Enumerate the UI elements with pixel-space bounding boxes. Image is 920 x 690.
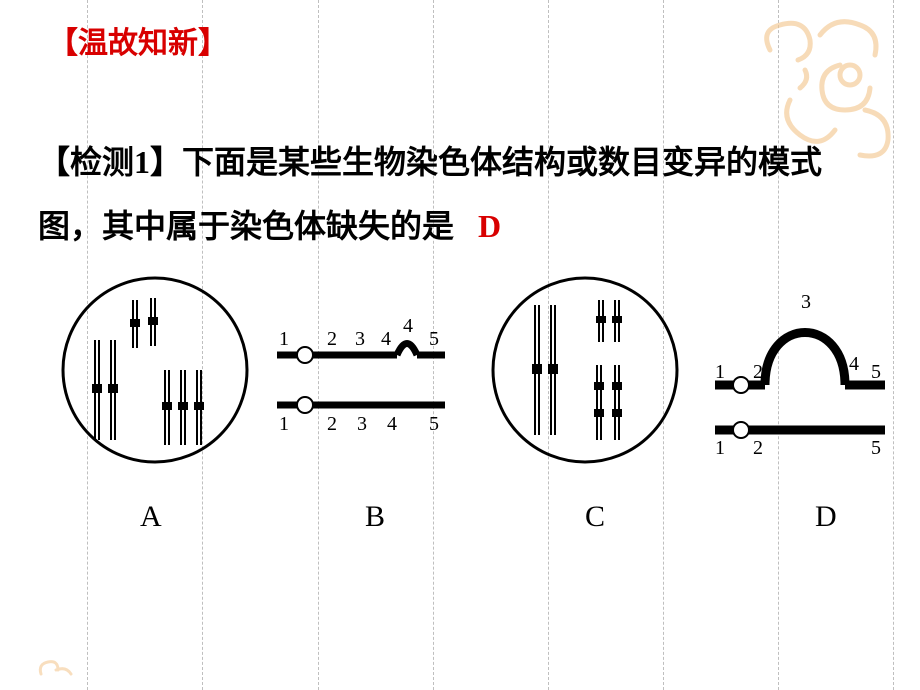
svg-text:5: 5 (871, 437, 881, 459)
question-block: 【检测1】下面是某些生物染色体结构或数目变异的模式图，其中属于染色体缺失的是 D (38, 130, 882, 258)
heading-text: 【温故知新】 (48, 27, 228, 60)
svg-text:5: 5 (429, 328, 439, 350)
diagram-c (493, 278, 677, 462)
svg-text:2: 2 (753, 437, 763, 459)
svg-text:4: 4 (403, 315, 413, 337)
svg-text:2: 2 (327, 413, 337, 435)
footer-ornament (36, 656, 76, 680)
svg-text:1: 1 (715, 437, 725, 459)
diagram-b: 1 2 3 4 4 5 1 2 3 4 5 (277, 315, 445, 435)
svg-text:4: 4 (381, 328, 391, 350)
svg-text:2: 2 (753, 361, 763, 383)
svg-text:3: 3 (355, 328, 365, 350)
option-label-b: B (365, 500, 385, 534)
svg-text:1: 1 (279, 328, 289, 350)
answer-letter: D (478, 208, 501, 244)
option-label-a: A (140, 500, 162, 534)
question-label: 【检测1】 (38, 144, 182, 180)
option-label-c: C (585, 500, 605, 534)
svg-text:3: 3 (357, 413, 367, 435)
svg-text:1: 1 (715, 361, 725, 383)
diagram-row: 1 2 3 4 4 5 1 2 3 4 5 (25, 270, 905, 500)
svg-text:5: 5 (429, 413, 439, 435)
svg-text:4: 4 (849, 353, 859, 375)
option-label-d: D (815, 500, 837, 534)
diagram-d: 1 2 3 4 5 1 2 5 (715, 291, 885, 459)
option-labels-row: A B C D (25, 500, 905, 540)
diagram-a (63, 278, 247, 462)
svg-text:5: 5 (871, 361, 881, 383)
svg-text:4: 4 (387, 413, 397, 435)
section-heading: 【温故知新】 (48, 18, 228, 62)
svg-text:3: 3 (801, 291, 811, 313)
svg-text:1: 1 (279, 413, 289, 435)
svg-text:2: 2 (327, 328, 337, 350)
